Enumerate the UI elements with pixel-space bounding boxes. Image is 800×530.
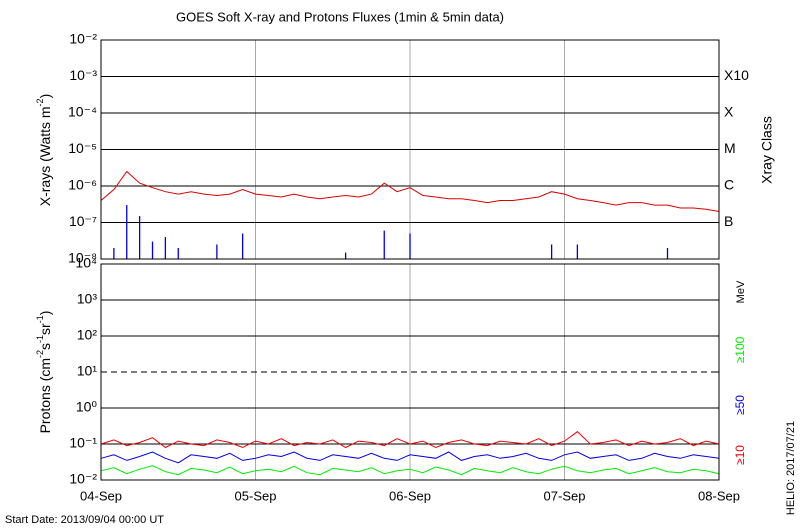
y-axis-label-part: -1 (35, 335, 45, 343)
panel: 10⁻⁸ 10⁻⁷ 10⁻⁶ 10⁻⁵ 10⁻⁴ 10⁻³ 10⁻² X-rays (Watt… (35, 31, 774, 266)
y-axis-label-part: -2 (35, 350, 45, 358)
legend-label: ≥10 (733, 445, 747, 465)
y-tick-label: 10² (77, 327, 98, 343)
class-label: M (724, 140, 736, 156)
y-axis-label-part: -1 (35, 315, 45, 323)
credit: HELIO: 2017/07/21 (785, 421, 797, 515)
y-tick-label: 10⁻⁴ (68, 104, 97, 120)
flux-line (100, 465, 720, 476)
class-label: X10 (724, 67, 749, 83)
start-date: Start Date: 2013/09/04 00:00 UT (5, 514, 164, 526)
class-label: C (724, 177, 734, 193)
legend-label: ≥100 (733, 336, 747, 363)
y-tick-label: 10⁻² (69, 31, 97, 47)
y-tick-label: 10⁴ (75, 255, 97, 271)
y-axis-label-part: Protons (cm (37, 358, 53, 433)
y-axis-label-part: -2 (35, 98, 45, 106)
y-axis-label-part: s (37, 343, 53, 350)
y-tick-label: 10⁻¹ (69, 435, 97, 451)
panel-frame (100, 39, 720, 260)
y-tick-label: 10⁰ (76, 399, 98, 415)
panel: 04-Sep 05-Sep 06-Sep 07-Sep 08-Sep 10⁻² 10⁻¹ 10… (35, 255, 747, 504)
class-label: X (724, 104, 734, 120)
y-tick-label: 10⁻³ (69, 67, 97, 83)
right-axis-title: Xray Class (759, 116, 775, 184)
y-tick-label: 10⁻⁵ (68, 140, 97, 156)
legend-label: ≥50 (733, 395, 747, 415)
y-axis-label: Protons (cm-2s-1sr-1) (35, 311, 52, 434)
y-axis-label: X-rays (Watts m-2) (35, 94, 52, 207)
y-tick-label: 10⁻² (69, 471, 97, 487)
panel-frame (100, 263, 720, 481)
class-label: B (724, 213, 733, 229)
unit-label: MeV (735, 280, 747, 303)
y-tick-label: 10³ (77, 291, 98, 307)
flux-line (100, 451, 720, 464)
y-axis-label-part: ) (37, 311, 53, 316)
y-axis-label-part: sr (37, 323, 53, 335)
y-axis-label-part: X-rays (Watts m (37, 106, 53, 206)
x-tick-label: 05-Sep (235, 488, 277, 503)
y-tick-label: 10⁻⁸ (68, 250, 97, 266)
y-axis-label-part: ) (37, 94, 53, 99)
x-tick-label: 06-Sep (389, 488, 431, 503)
y-tick-label: 10⁻⁷ (69, 213, 97, 229)
y-tick-label: 10¹ (77, 363, 98, 379)
flux-line (100, 431, 720, 449)
y-tick-label: 10⁻⁶ (68, 177, 97, 193)
x-tick-label: 04-Sep (80, 488, 122, 503)
chart-title: GOES Soft X-ray and Protons Fluxes (1min… (176, 9, 504, 24)
x-tick-label: 08-Sep (698, 488, 740, 503)
x-tick-label: 07-Sep (544, 488, 586, 503)
flux-line (100, 170, 720, 212)
